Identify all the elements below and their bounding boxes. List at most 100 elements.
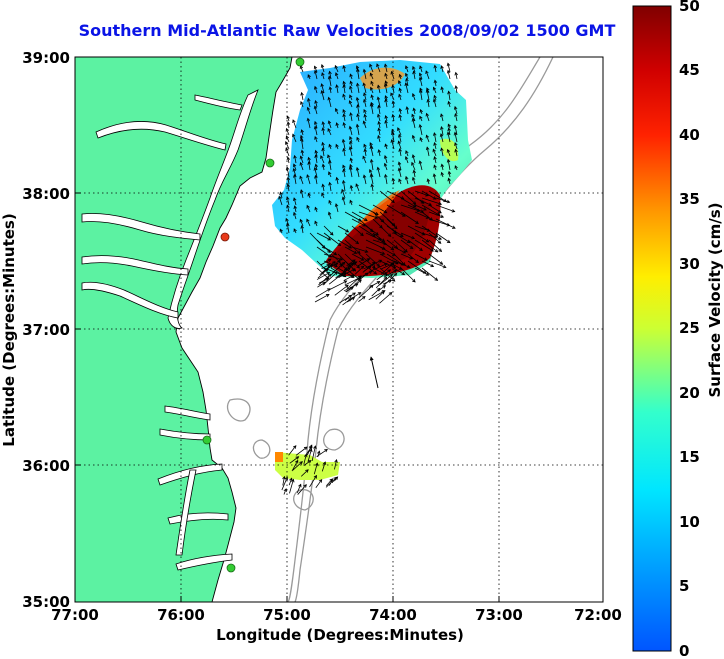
velocity-arrowhead (328, 181, 332, 186)
velocity-arrow (370, 174, 374, 185)
velocity-arrow (357, 258, 370, 267)
velocity-arrowhead (293, 205, 297, 210)
velocity-arrow (349, 100, 353, 108)
velocity-arrow (448, 101, 451, 108)
velocity-arrowhead (328, 86, 333, 90)
velocity-arrow (297, 484, 307, 495)
velocity-arrow (336, 177, 339, 185)
velocity-arrowhead (334, 476, 339, 480)
velocity-arrow (384, 64, 388, 73)
velocity-arrowhead (293, 228, 297, 233)
velocity-arrowhead (423, 207, 427, 211)
velocity-arrow (334, 65, 339, 73)
velocity-arrow (327, 128, 332, 136)
velocity-arrowhead (419, 108, 423, 113)
station-marker-offline (220, 232, 230, 242)
velocity-arrowhead (370, 183, 374, 188)
velocity-arrowhead (420, 209, 424, 213)
velocity-arrow (441, 65, 444, 73)
colorbar-tick-label: 15 (679, 448, 700, 466)
velocity-arrow (301, 92, 304, 101)
velocity-arrow (344, 253, 360, 269)
velocity-arrow (440, 113, 444, 122)
velocity-arrowhead (349, 140, 353, 145)
velocity-arrowhead (432, 86, 437, 91)
velocity-arrow (300, 138, 304, 150)
velocity-arrowhead (314, 163, 319, 168)
velocity-arrowhead (440, 65, 444, 69)
velocity-arrow (419, 65, 423, 73)
velocity-arrowhead (341, 188, 345, 193)
velocity-arrow (379, 211, 396, 226)
velocity-arrowhead (364, 249, 369, 253)
velocity-arrow (372, 239, 387, 245)
velocity-arrowhead (397, 167, 402, 172)
velocity-arrow (314, 121, 318, 129)
velocity-arrow (398, 94, 402, 101)
velocity-arrowhead (369, 72, 374, 77)
velocity-arrow (343, 122, 346, 129)
velocity-arrowhead (321, 72, 325, 76)
velocity-arrowhead (299, 461, 303, 465)
velocity-arrow (393, 246, 406, 254)
velocity-arrow (306, 219, 311, 227)
velocity-arrow (301, 225, 304, 234)
velocity-arrow (338, 272, 347, 278)
velocity-arrowhead (423, 257, 428, 261)
velocity-arrow (433, 165, 437, 171)
velocity-arrowhead (356, 104, 360, 108)
velocity-arrowhead (314, 206, 318, 211)
velocity-arrow (316, 272, 330, 280)
velocity-arrowhead (440, 86, 444, 91)
velocity-arrowhead (321, 141, 325, 146)
velocity-arrowhead (314, 120, 318, 125)
velocity-arrowhead (409, 256, 414, 260)
velocity-arrow (425, 70, 430, 80)
bathymetry-contours (226, 57, 554, 602)
velocity-arrowhead (388, 291, 393, 296)
velocity-arrowhead (438, 201, 443, 206)
velocity-arrowhead (374, 215, 379, 219)
velocity-arrowhead (361, 296, 366, 300)
velocity-arrowhead (369, 228, 374, 233)
velocity-arrowhead (362, 174, 367, 179)
velocity-arrow (294, 155, 297, 164)
velocity-arrow (335, 203, 339, 213)
velocity-arrowhead (334, 271, 338, 276)
velocity-arrow (337, 239, 352, 249)
velocity-arrow (384, 155, 388, 164)
velocity-arrowhead (329, 479, 333, 484)
velocity-arrowhead (321, 163, 326, 168)
velocity-arrowhead (350, 286, 354, 291)
velocity-arrow (399, 114, 402, 122)
velocity-arrow (379, 239, 394, 250)
velocity-arrow (328, 280, 347, 291)
velocity-arrow (299, 219, 304, 227)
velocity-arrowhead (299, 218, 303, 223)
velocity-arrowhead (426, 178, 431, 183)
velocity-arrowhead (418, 123, 423, 128)
velocity-arrowhead (419, 115, 423, 120)
velocity-arrowhead (355, 183, 359, 188)
velocity-arrowhead (439, 133, 444, 137)
velocity-arrow (301, 150, 304, 157)
velocity-arrowhead (342, 93, 346, 98)
velocity-arrow (314, 221, 318, 227)
x-tick-label: 77:00 (51, 606, 99, 624)
velocity-arrow (328, 160, 332, 171)
velocity-arrow (291, 460, 299, 472)
velocity-arrow (413, 170, 416, 178)
velocity-arrow (421, 204, 440, 216)
velocity-arrowhead (303, 446, 308, 451)
velocity-arrowhead (307, 97, 311, 102)
velocity-field-south (275, 452, 340, 480)
velocity-arrow (350, 185, 353, 192)
y-tick-label: 37:00 (22, 321, 70, 339)
velocity-arrowhead (327, 237, 332, 241)
velocity-arrowhead (299, 155, 304, 160)
velocity-arrow (428, 260, 446, 268)
velocity-arrow (354, 266, 364, 275)
velocity-arrowhead (440, 163, 445, 168)
velocity-arrowhead (434, 277, 439, 281)
